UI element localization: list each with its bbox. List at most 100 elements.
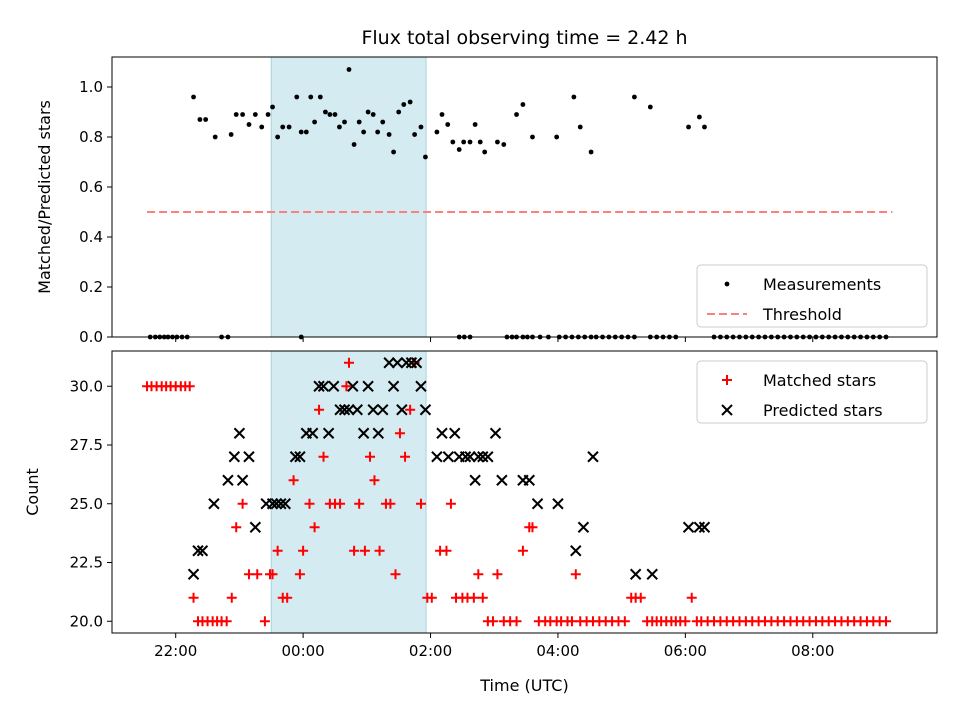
measurement-point-35 — [391, 149, 396, 155]
measurement-point-59 — [577, 124, 583, 130]
bottom-ytick-label-2: 25.0 — [70, 495, 103, 513]
predicted-point-57 — [531, 498, 544, 510]
measurement-point-55 — [520, 102, 526, 107]
measurement-point-65 — [702, 124, 707, 130]
measurement-point-6 — [240, 112, 245, 117]
measurement-point-24 — [337, 124, 342, 130]
measurement-point-61 — [631, 94, 637, 100]
bottom-y-axis-label: Count — [23, 468, 42, 516]
x-axis-label: Time (UTC) — [479, 676, 568, 695]
top-observing-span — [271, 57, 427, 337]
top-legend-label-1: Threshold — [762, 305, 842, 324]
matched-point-50 — [394, 428, 405, 439]
predicted-point-20 — [317, 380, 330, 392]
bottom-legend-label-0: Matched stars — [763, 371, 876, 390]
predicted-point-29 — [362, 380, 374, 392]
matched-point-68 — [492, 569, 503, 580]
measurement-point-57 — [554, 134, 560, 140]
predicted-point-28 — [357, 427, 370, 439]
predicted-point-65 — [693, 521, 706, 533]
matched-point-90 — [619, 616, 630, 627]
bottom-xtick-label-5: 08:00 — [791, 642, 834, 660]
top-ytick-label-2: 0.4 — [79, 228, 103, 246]
measurement-point-51 — [482, 149, 488, 155]
measurement-point-20 — [317, 94, 323, 100]
measurement-point-64 — [696, 114, 702, 120]
matched-point-29 — [288, 475, 299, 486]
bottom-ytick-label-4: 30.0 — [70, 377, 103, 395]
predicted-point-56 — [523, 474, 535, 486]
measurement-point-3 — [212, 134, 218, 140]
predicted-point-25 — [343, 404, 355, 416]
measurement-point-30 — [365, 109, 371, 115]
measurement-point-0 — [191, 94, 196, 100]
matched-point-23 — [259, 616, 270, 627]
measurement-point-31 — [370, 112, 376, 117]
measurement-point-13 — [280, 124, 286, 130]
predicted-point-44 — [442, 451, 455, 463]
predicted-point-21 — [322, 427, 335, 439]
predicted-point-12 — [270, 498, 283, 510]
bottom-xtick-label-0: 22:00 — [154, 642, 197, 660]
measurement-point-38 — [407, 99, 413, 105]
matched-point-28 — [282, 592, 293, 603]
bottom-legend-label-1: Predicted stars — [763, 401, 883, 420]
measurement-point-60 — [588, 149, 594, 155]
predicted-point-66 — [698, 521, 711, 533]
bottom-legend-box — [696, 360, 928, 424]
predicted-point-47 — [459, 451, 472, 463]
matched-point-52 — [405, 404, 416, 415]
predicted-point-3 — [208, 498, 220, 510]
measurement-point-36 — [396, 109, 402, 115]
predicted-point-64 — [682, 521, 695, 533]
bottom-xtick-label-4: 06:00 — [664, 642, 707, 660]
matched-point-9 — [184, 381, 195, 392]
predicted-point-51 — [477, 451, 489, 463]
measurement-point-28 — [356, 119, 362, 125]
predicted-point-30 — [367, 404, 379, 416]
measurement-point-37 — [401, 102, 407, 107]
predicted-point-40 — [415, 380, 427, 392]
bottom-xtick-label-1: 00:00 — [282, 642, 325, 660]
measurement-point-39 — [412, 132, 418, 137]
predicted-point-52 — [482, 451, 494, 463]
matched-point-40 — [343, 357, 354, 368]
predicted-point-1 — [192, 545, 204, 557]
measurement-point-53 — [501, 142, 507, 147]
measurement-point-2 — [203, 117, 209, 122]
measurement-point-21 — [323, 109, 328, 115]
bottom-ytick-label-3: 27.5 — [70, 436, 103, 454]
measurement-point-43 — [439, 112, 445, 117]
predicted-point-13 — [275, 498, 287, 510]
measurement-point-11 — [270, 104, 275, 110]
measurement-point-34 — [386, 132, 392, 137]
measurement-point-54 — [514, 112, 519, 117]
predicted-point-62 — [629, 568, 642, 580]
top-y-axis-label: Matched/Predicted stars — [35, 100, 54, 294]
measurement-point-48 — [467, 139, 473, 145]
matched-point-35 — [318, 451, 329, 462]
measurement-point-4 — [228, 132, 234, 137]
measurement-point-26 — [346, 67, 352, 72]
measurement-point-17 — [303, 129, 309, 135]
predicted-point-42 — [431, 451, 443, 463]
matched-point-74 — [527, 522, 538, 533]
matched-point-18 — [226, 592, 237, 603]
predicted-point-9 — [249, 521, 262, 533]
matched-point-48 — [385, 498, 396, 509]
measurement-point-63 — [686, 124, 691, 130]
matched-point-59 — [445, 498, 456, 509]
measurement-point-16 — [298, 129, 304, 135]
bottom-series-1 — [187, 357, 711, 580]
predicted-point-0 — [187, 568, 200, 580]
matched-point-43 — [359, 545, 370, 556]
predicted-point-59 — [570, 545, 582, 557]
matched-point-93 — [635, 592, 646, 603]
predicted-point-15 — [289, 451, 302, 463]
bottom-ytick-label-1: 22.5 — [70, 554, 103, 572]
predicted-point-27 — [351, 404, 363, 416]
matched-point-45 — [369, 475, 380, 486]
matched-point-44 — [365, 451, 376, 462]
matched-point-67 — [487, 616, 498, 627]
matched-point-42 — [354, 498, 365, 509]
